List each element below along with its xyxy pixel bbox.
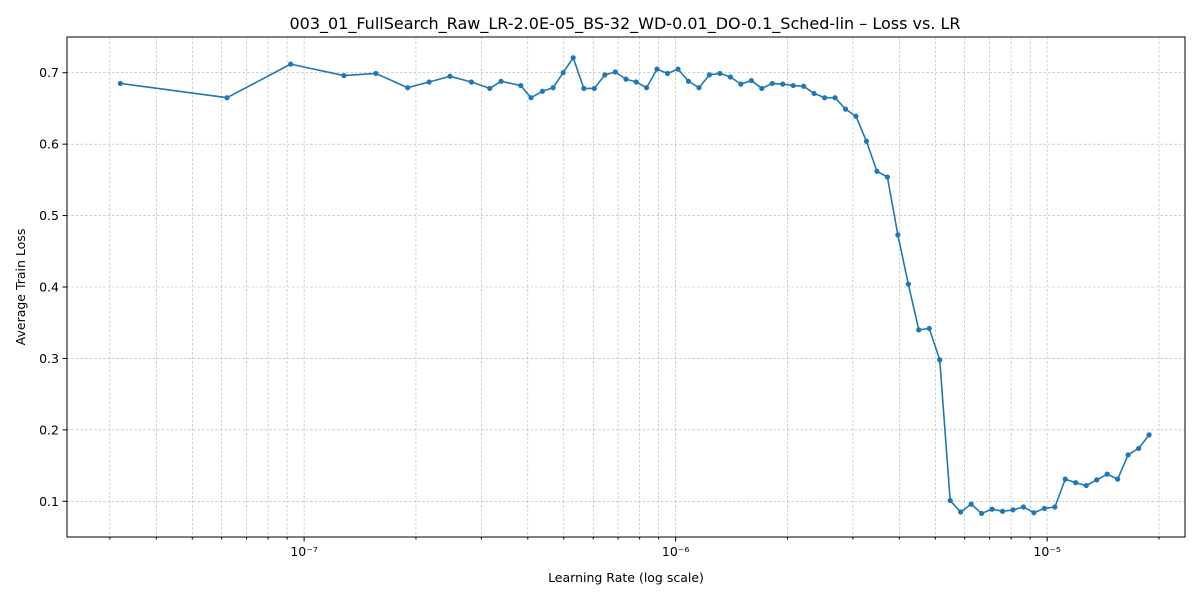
data-point — [790, 82, 796, 89]
data-point — [550, 85, 556, 91]
data-point — [947, 497, 953, 504]
data-point — [999, 508, 1006, 514]
data-point — [633, 79, 639, 85]
y-tick-label: 0.2 — [39, 422, 59, 437]
y-tick-label: 0.4 — [39, 280, 59, 295]
data-point — [727, 74, 733, 80]
x-axis-label: Learning Rate (log scale) — [548, 570, 704, 585]
data-point — [1115, 476, 1121, 482]
data-point — [884, 174, 890, 180]
y-tick-label: 0.1 — [39, 494, 59, 509]
y-tick-label: 0.3 — [39, 351, 59, 366]
data-point — [487, 85, 493, 92]
x-tick-label: 10⁻⁷ — [290, 544, 318, 559]
data-point — [1031, 510, 1037, 516]
data-point — [832, 95, 838, 101]
axis-ticks: 10⁻⁷ 10⁻⁶ 10⁻⁵ 0.1 0.2 0.3 0.4 0.5 0.6 0.7 — [39, 65, 1160, 559]
data-point — [895, 232, 901, 238]
data-point — [863, 138, 870, 144]
data-point — [405, 85, 411, 91]
data-point — [498, 78, 504, 84]
data-point — [874, 168, 880, 174]
data-point — [591, 85, 597, 92]
data-point — [1010, 507, 1016, 513]
data-point — [468, 79, 474, 85]
data-point — [696, 85, 702, 91]
data-point — [821, 95, 828, 101]
data-point — [780, 81, 786, 87]
chart-title: 003_01_FullSearch_Raw_LR-2.0E-05_BS-32_W… — [289, 14, 960, 34]
x-tick-label: 10⁻⁵ — [1033, 544, 1061, 559]
data-point — [801, 83, 807, 89]
data-point — [224, 95, 230, 101]
data-point — [426, 79, 432, 85]
data-point — [539, 88, 546, 94]
data-point — [968, 501, 974, 507]
data-point — [341, 72, 347, 79]
data-point — [560, 70, 566, 76]
data-point — [811, 90, 817, 97]
data-point — [675, 66, 681, 72]
data-point — [842, 106, 849, 112]
data-point — [570, 55, 576, 61]
data-point — [937, 357, 943, 363]
grid-lines — [67, 37, 1185, 537]
data-point — [654, 66, 660, 72]
data-point — [1094, 477, 1100, 483]
data-point — [602, 72, 608, 78]
data-point — [623, 76, 629, 82]
data-point — [373, 70, 379, 77]
data-point — [685, 78, 692, 84]
data-point — [1073, 480, 1079, 486]
data-point — [1020, 504, 1027, 510]
y-tick-label: 0.6 — [39, 137, 59, 152]
data-point — [1041, 505, 1047, 512]
data-point — [916, 327, 922, 333]
data-point — [447, 73, 453, 79]
data-point — [643, 85, 650, 91]
data-point — [117, 80, 123, 87]
data-point — [748, 77, 754, 84]
y-axis-label: Average Train Loss — [13, 229, 28, 346]
data-point — [1125, 452, 1131, 458]
y-tick-label: 0.5 — [39, 208, 59, 223]
data-point — [518, 82, 524, 89]
y-tick-label: 0.7 — [39, 65, 59, 80]
data-point — [706, 72, 713, 78]
data-point — [612, 69, 618, 75]
data-point — [926, 325, 932, 332]
data-point — [738, 81, 744, 87]
series-line — [120, 56, 1150, 515]
data-point — [664, 70, 671, 77]
data-point — [978, 510, 985, 517]
data-point — [1146, 432, 1152, 438]
data-point — [958, 509, 964, 515]
data-point — [1083, 482, 1089, 489]
data-point — [288, 61, 294, 67]
x-tick-label: 10⁻⁶ — [662, 544, 690, 559]
data-point — [528, 95, 534, 101]
data-point — [717, 70, 723, 77]
data-point — [1104, 471, 1110, 477]
data-point — [1052, 504, 1058, 510]
data-point — [759, 85, 765, 92]
data-point — [853, 113, 859, 119]
series-plot — [117, 55, 1152, 517]
data-point — [1136, 445, 1142, 452]
data-point — [989, 506, 995, 512]
data-point — [905, 281, 911, 287]
data-point — [769, 80, 775, 87]
data-point — [581, 85, 587, 92]
data-point — [1062, 476, 1068, 482]
